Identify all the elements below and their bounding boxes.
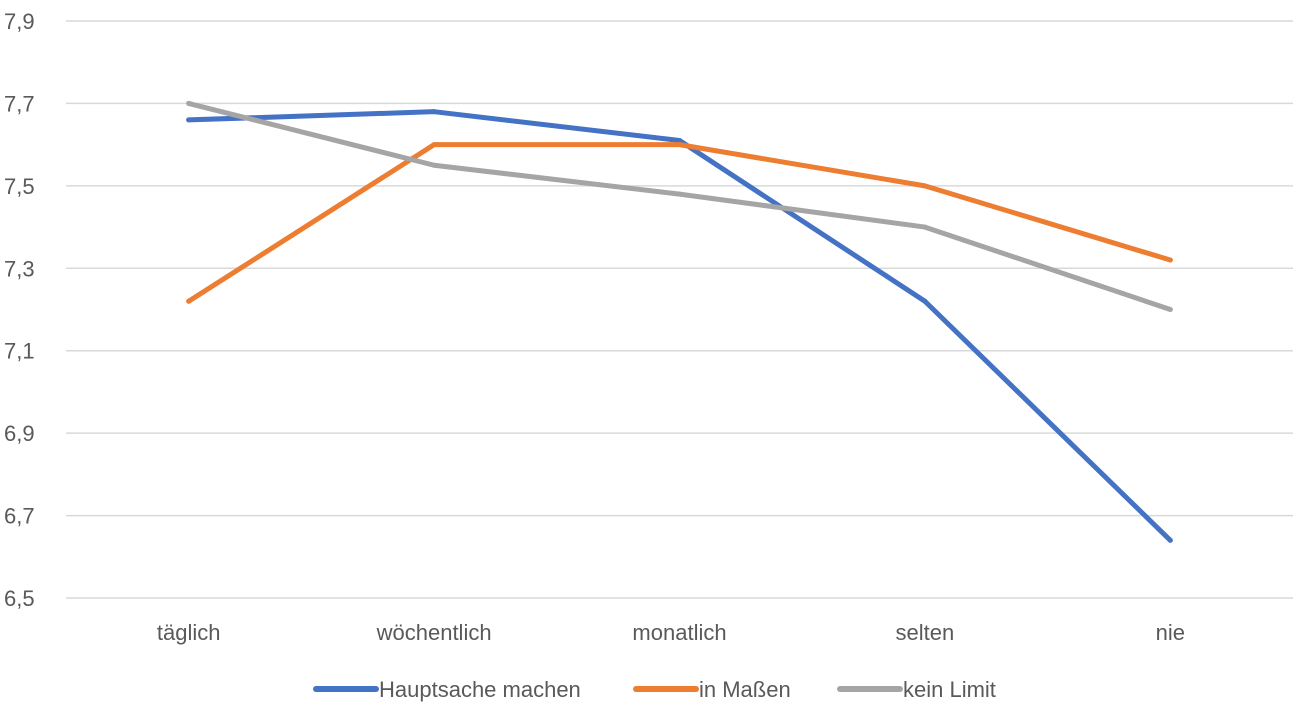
legend-item: in Maßen [633,677,791,702]
y-tick-label: 6,9 [4,421,35,446]
data-point [186,298,192,304]
x-tick-label: nie [1156,620,1185,645]
y-tick-label: 6,7 [4,504,35,529]
data-point [677,138,682,144]
y-tick-label: 7,7 [4,91,35,116]
legend-item: Hauptsache machen [313,677,581,702]
y-tick-label: 7,9 [4,9,35,34]
y-tick-label: 7,5 [4,174,35,199]
y-axis: 6,5 6,7 6,9 7,1 7,3 7,5 7,7 7,9 [4,9,35,611]
series-line-1 [186,109,1173,543]
series-lines [186,100,1173,543]
legend: Hauptsache machen in Maßen kein Limit [313,677,996,702]
data-point [677,142,682,148]
legend-label: Hauptsache machen [379,677,581,702]
data-point [922,224,928,230]
data-point [186,117,192,123]
legend-label: kein Limit [903,677,996,702]
x-tick-label: wöchentlich [376,620,492,645]
data-point [1167,537,1173,543]
legend-label: in Maßen [699,677,791,702]
x-tick-label: selten [896,620,955,645]
x-axis: täglich wöchentlich monatlich selten nie [157,620,1185,645]
y-tick-label: 7,1 [4,339,35,364]
data-point [431,162,437,168]
x-tick-label: monatlich [632,620,726,645]
data-point [677,191,682,197]
data-point [1167,307,1173,312]
legend-item: kein Limit [837,677,996,702]
y-tick-label: 7,3 [4,256,35,281]
gridlines [66,20,1293,599]
data-point [186,100,192,106]
data-point [431,109,437,115]
data-point [922,183,928,189]
data-point [431,142,437,148]
series-line-2 [186,142,1173,304]
data-point [1167,257,1173,263]
y-tick-label: 6,5 [4,586,35,611]
x-tick-label: täglich [157,620,221,645]
data-point [922,298,928,304]
